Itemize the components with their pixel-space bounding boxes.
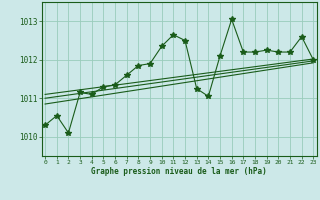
X-axis label: Graphe pression niveau de la mer (hPa): Graphe pression niveau de la mer (hPa) — [91, 167, 267, 176]
